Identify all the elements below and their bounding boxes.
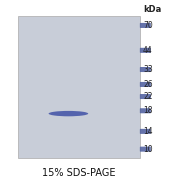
Text: 15% SDS-PAGE: 15% SDS-PAGE	[42, 168, 116, 178]
Text: 18: 18	[143, 106, 153, 115]
FancyBboxPatch shape	[140, 82, 151, 87]
Bar	[18, 16, 140, 158]
FancyBboxPatch shape	[140, 23, 151, 28]
Text: 14: 14	[143, 127, 153, 136]
FancyBboxPatch shape	[140, 94, 151, 99]
Text: 33: 33	[143, 65, 153, 74]
Text: 26: 26	[143, 80, 153, 89]
Text: 70: 70	[143, 21, 153, 30]
Text: 10: 10	[143, 145, 153, 154]
FancyBboxPatch shape	[140, 67, 151, 72]
Text: 44: 44	[143, 46, 153, 55]
FancyBboxPatch shape	[140, 147, 151, 152]
FancyBboxPatch shape	[140, 108, 151, 113]
Text: 22: 22	[143, 92, 153, 101]
Text: kDa: kDa	[143, 5, 161, 14]
FancyBboxPatch shape	[140, 129, 151, 134]
Ellipse shape	[49, 111, 88, 116]
FancyBboxPatch shape	[140, 48, 151, 53]
